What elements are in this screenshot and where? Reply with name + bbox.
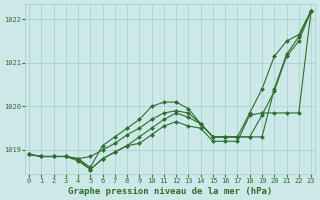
X-axis label: Graphe pression niveau de la mer (hPa): Graphe pression niveau de la mer (hPa) — [68, 187, 272, 196]
